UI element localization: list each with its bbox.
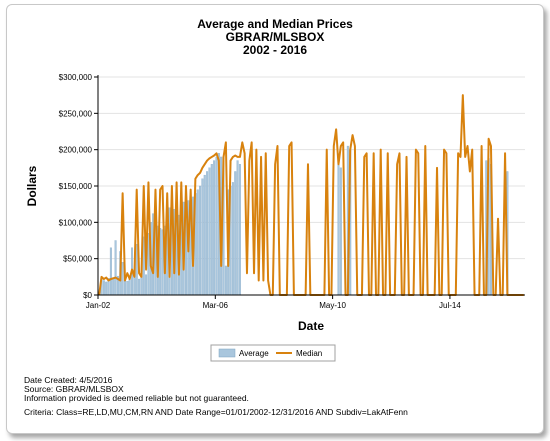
average-bar [102,280,105,296]
y-tick-label: $0 [83,291,92,300]
footer-date-created: Date Created: 4/5/2016 [24,375,113,385]
average-bar [231,182,234,296]
average-bar [123,280,126,296]
x-tick-label: Jul-14 [439,301,461,310]
footer-criteria: Criteria: Class=RE,LD,MU,CM,RN AND Date … [24,407,408,417]
average-bar [112,277,115,296]
legend-average-label: Average [239,349,269,358]
average-bar [140,276,143,296]
average-bar [236,160,239,296]
average-bar [105,281,108,296]
average-bar [234,171,237,296]
average-bar [109,247,112,296]
average-bar [201,178,204,296]
average-bar [206,171,209,296]
average-bar [126,281,129,296]
y-tick-label: $100,000 [59,218,93,227]
average-bar [199,185,202,296]
average-bar [135,243,138,296]
chart-title-line-3: 2002 - 2016 [243,43,307,57]
x-tick-label: Jan-02 [86,301,111,310]
average-bar [210,164,213,296]
x-tick-label: May-10 [319,301,346,310]
average-bar [138,278,141,296]
footer-source: Source: GBRAR/MLSBOX [24,384,124,394]
legend-average-swatch [218,348,236,358]
y-axis-title: Dollars [25,165,39,206]
axes: $0 $50,000 $100,000 $150,000 $200,000 $250,00… [59,73,525,310]
chart-title-line-1: Average and Median Prices [197,17,353,31]
average-bar [337,164,340,296]
x-axis-title: Date [298,319,324,333]
x-tick-label: Mar-06 [203,301,229,310]
average-bar [208,167,211,296]
average-bar [224,265,227,296]
average-bar [114,240,117,296]
footer-disclaimer: Information provided is deemed reliable … [24,393,249,403]
chart-title-line-2: GBRAR/MLSBOX [226,30,325,44]
average-bar [147,233,150,296]
y-tick-label: $300,000 [59,73,93,82]
average-bar [213,160,216,296]
y-tick-label: $200,000 [59,146,93,155]
average-bar [145,274,148,296]
legend-median-label: Median [296,349,322,358]
average-bar [203,174,206,296]
average-bar [128,279,131,296]
y-tick-label: $50,000 [63,255,92,264]
average-bar [215,156,218,296]
y-tick-label: $250,000 [59,109,93,118]
average-bar [238,164,241,296]
y-tick-label: $150,000 [59,182,93,191]
average-bar [339,167,342,296]
legend: Average Median [210,344,336,362]
average-bar [196,189,199,296]
legend-box [210,344,336,362]
grid-lines [98,76,525,260]
average-bar [121,262,124,296]
